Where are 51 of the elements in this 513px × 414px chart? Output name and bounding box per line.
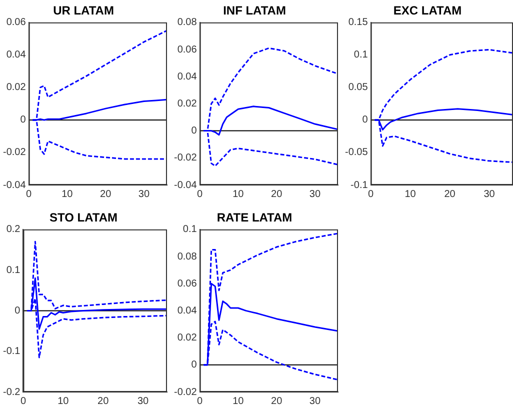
x-tick-label: 30	[484, 188, 496, 200]
y-tick-label: 0.02	[177, 332, 198, 344]
y-tick-label: 0	[362, 114, 368, 126]
y-tick-label: -0.02	[174, 386, 198, 398]
x-tick-label: 30	[309, 188, 321, 200]
y-tick-label: 0.15	[348, 17, 368, 28]
y-tick-label: -0.04	[2, 180, 26, 191]
y-tick-label: 0.04	[177, 71, 198, 82]
y-tick-label: 0.2	[6, 224, 21, 236]
chart-title: RATE LATAM	[216, 210, 292, 225]
x-tick-label: 10	[58, 396, 70, 407]
y-tick-label: 0.06	[6, 17, 26, 28]
x-tick-label: 30	[138, 188, 150, 200]
y-tick-label: 0.1	[6, 264, 21, 276]
y-tick-label: 0.05	[348, 82, 368, 94]
x-tick-label: 10	[232, 396, 244, 407]
y-tick-label: 0.08	[177, 251, 198, 262]
x-tick-label: 10	[404, 188, 416, 200]
y-tick-label: 0	[20, 114, 26, 126]
x-tick-label: 20	[444, 188, 456, 200]
chart-title: STO LATAM	[50, 210, 118, 225]
y-tick-label: 0.1	[182, 224, 198, 236]
x-tick-label: 10	[232, 188, 244, 200]
y-tick-label: 0.02	[177, 98, 198, 110]
y-tick-label: 0.06	[177, 44, 198, 56]
x-tick-label: 30	[137, 396, 150, 407]
x-tick-label: 20	[271, 188, 283, 200]
y-tick-label: -0.1	[2, 346, 21, 358]
y-tick-label: -0.2	[2, 386, 21, 398]
x-tick-label: 20	[271, 396, 283, 407]
y-tick-label: -0.02	[2, 147, 26, 158]
x-tick-label: 30	[309, 396, 321, 407]
y-tick-label: 0	[191, 360, 198, 371]
y-tick-label: 0.08	[177, 17, 198, 28]
chart-title: EXC LATAM	[393, 4, 462, 18]
y-tick-label: -0.04	[174, 180, 198, 191]
y-tick-label: -0.1	[350, 180, 368, 191]
x-tick-label: 20	[98, 396, 110, 407]
y-tick-label: 0.02	[6, 82, 26, 94]
x-tick-label: 10	[62, 188, 74, 200]
y-tick-label: 0.1	[354, 50, 368, 61]
x-tick-label: 20	[100, 188, 112, 200]
chart-title: UR LATAM	[53, 4, 114, 18]
y-tick-label: -0.05	[344, 147, 368, 158]
y-tick-label: 0	[14, 305, 21, 316]
y-tick-label: 0.04	[6, 50, 26, 61]
chart-title: INF LATAM	[223, 4, 286, 18]
y-tick-label: 0	[191, 126, 198, 137]
y-tick-label: 0.04	[177, 305, 198, 316]
y-tick-label: 0.06	[177, 278, 198, 290]
y-tick-label: -0.02	[174, 152, 198, 164]
